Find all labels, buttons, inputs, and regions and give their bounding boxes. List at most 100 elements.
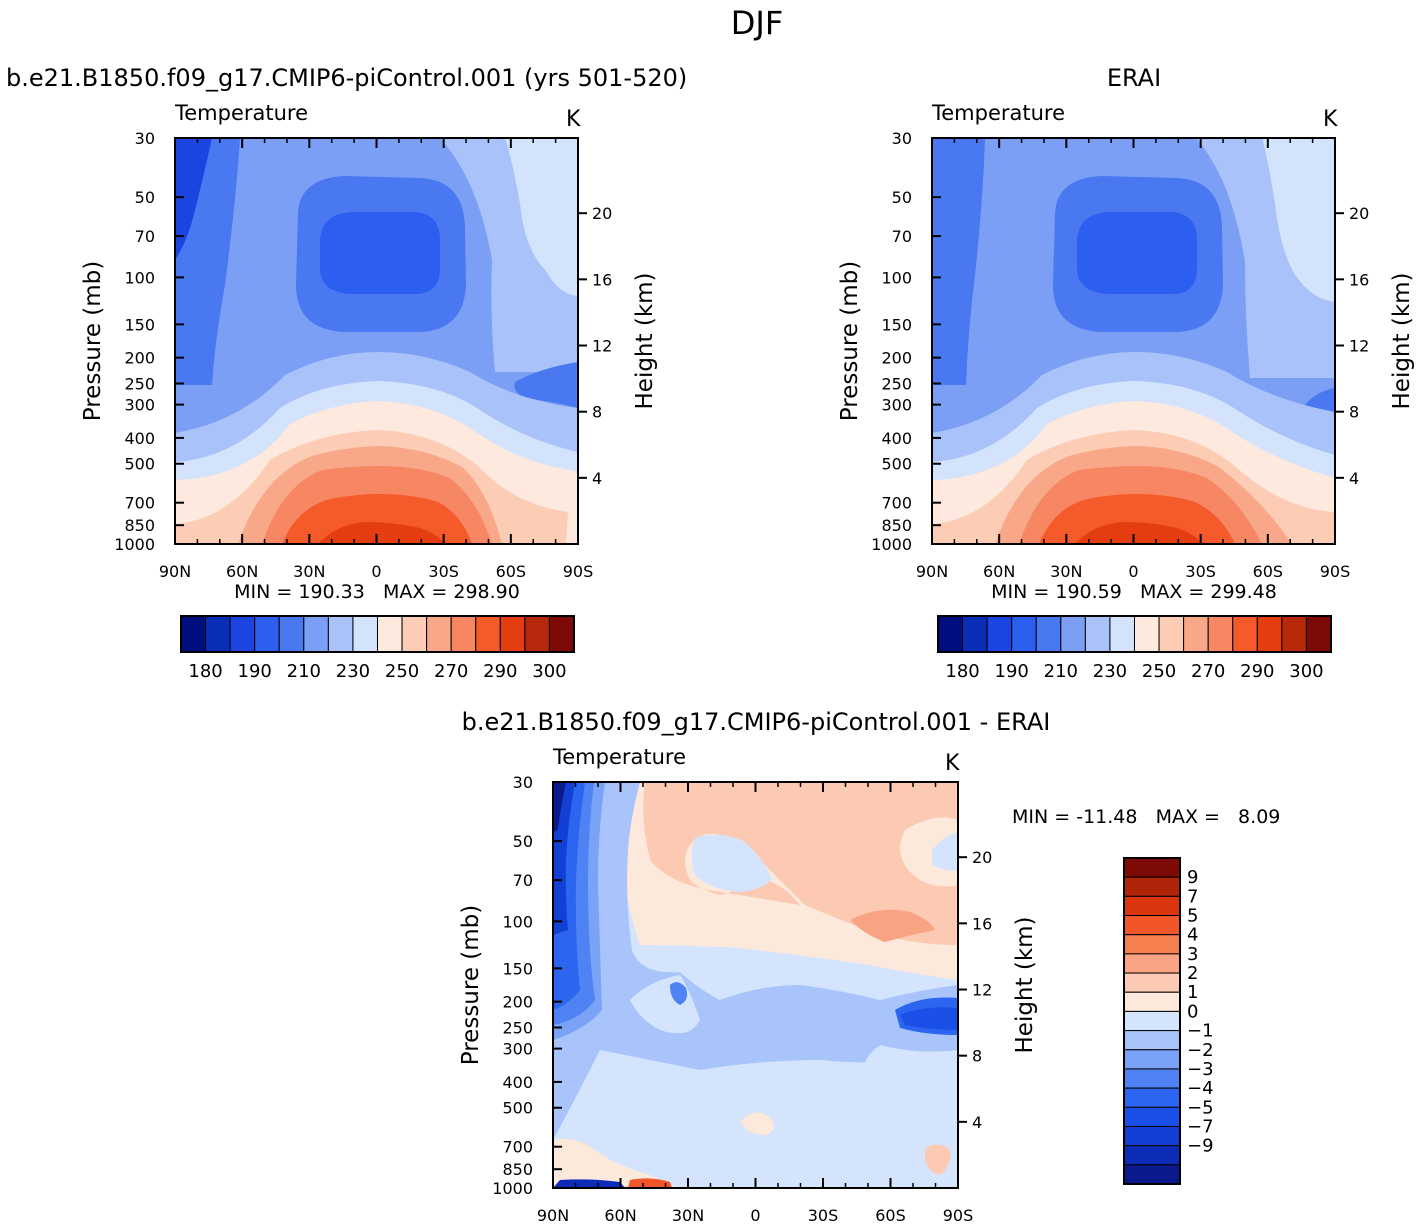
contour-fill — [1077, 212, 1197, 294]
x-tick-label: 90S — [563, 562, 594, 581]
colorbar-swatch — [1123, 1087, 1181, 1108]
colorbar-swatch — [1011, 615, 1037, 653]
colorbar-label: 290 — [1240, 661, 1274, 682]
y-tick-label: 150 — [502, 959, 533, 978]
y2-tick-label: 8 — [1349, 403, 1359, 422]
panel-diff-stats: MIN = -11.48 MAX = 8.09 — [1012, 806, 1280, 828]
colorbar-swatch — [986, 615, 1013, 653]
panel-model: b.e21.B1850.f09_g17.CMIP6-piControl.001 … — [6, 64, 687, 682]
panel-obs-axes: 305070100150200250300400500700850100090N… — [871, 129, 1369, 581]
panel-obs-ylabel: Pressure (mb) — [837, 261, 863, 421]
colorbar-swatch — [548, 615, 575, 653]
y-tick-label: 400 — [124, 429, 155, 448]
y-tick-label: 70 — [892, 227, 912, 246]
contour-fill — [514, 362, 578, 408]
colorbar-swatch — [1060, 615, 1086, 653]
x-tick-label: 30S — [428, 562, 459, 581]
y-tick-label: 1000 — [492, 1179, 533, 1198]
colorbar-swatch — [254, 615, 280, 653]
y2-tick-label: 20 — [972, 848, 992, 867]
colorbar-label: 180 — [188, 661, 222, 682]
y-tick-label: 150 — [881, 315, 912, 334]
panel-diff-header: b.e21.B1850.f09_g17.CMIP6-piControl.001 … — [462, 708, 1051, 736]
x-tick-label: 90N — [916, 562, 948, 581]
panel-obs-stats: MIN = 190.59 MAX = 299.48 — [991, 581, 1277, 603]
y-tick-label: 30 — [513, 773, 533, 792]
contour-fill — [1039, 494, 1235, 544]
panel-diff-contours — [553, 782, 958, 1188]
panel-diff-ylabel: Pressure (mb) — [458, 905, 484, 1065]
contour-fill — [553, 1179, 625, 1188]
colorbar-swatch — [1123, 934, 1181, 955]
panel-obs-units: K — [1323, 107, 1338, 132]
x-tick-label: 60N — [604, 1206, 636, 1225]
figure-title: DJF — [731, 4, 783, 42]
contour-fill — [643, 782, 958, 945]
colorbar-label: 250 — [385, 661, 419, 682]
colorbar-swatch — [1123, 1125, 1181, 1147]
colorbar-swatch — [229, 615, 256, 653]
panel-diff-left-label: Temperature — [552, 745, 686, 769]
colorbar-swatch — [1035, 615, 1062, 653]
y-tick-label: 400 — [881, 429, 912, 448]
y-tick-label: 850 — [502, 1160, 533, 1179]
x-tick-label: 30N — [672, 1206, 704, 1225]
colorbar-swatch — [426, 615, 452, 653]
contour-fill — [553, 1138, 680, 1188]
colorbar-swatch — [1123, 953, 1181, 974]
x-tick-label: 0 — [750, 1206, 760, 1225]
y2-tick-label: 16 — [972, 914, 992, 933]
colorbar-label: 3 — [1187, 944, 1198, 965]
colorbar-swatch — [327, 615, 354, 653]
colorbar-label: 1 — [1187, 982, 1198, 1003]
colorbar-swatch — [1232, 615, 1258, 653]
colorbar-label: 250 — [1142, 661, 1176, 682]
x-tick-label: 30S — [1185, 562, 1216, 581]
colorbar-label: 270 — [434, 661, 468, 682]
colorbar-swatch — [1109, 615, 1135, 653]
panel-diff: b.e21.B1850.f09_g17.CMIP6-piControl.001 … — [458, 708, 1280, 1225]
colorbar-label: 230 — [1093, 661, 1127, 682]
colorbar-swatch — [1123, 1106, 1181, 1127]
y-tick-label: 30 — [135, 129, 155, 148]
colorbar-label: −2 — [1187, 1040, 1214, 1061]
contour-fill — [925, 1144, 951, 1175]
colorbar-label: 7 — [1187, 886, 1198, 907]
contour-fill — [932, 138, 985, 385]
x-tick-label: 60S — [496, 562, 527, 581]
y2-tick-label: 4 — [972, 1113, 982, 1132]
colorbar-label: 230 — [336, 661, 370, 682]
y-tick-label: 200 — [502, 993, 533, 1012]
colorbar-label: 210 — [287, 661, 321, 682]
y-tick-label: 100 — [124, 268, 155, 287]
contour-fill — [505, 138, 578, 296]
y-tick-label: 70 — [513, 871, 533, 890]
contour-fill — [1305, 388, 1335, 412]
panel-model-header: b.e21.B1850.f09_g17.CMIP6-piControl.001 … — [6, 64, 687, 92]
y2-tick-label: 20 — [1349, 204, 1369, 223]
colorbar-label: 290 — [483, 661, 517, 682]
y-tick-label: 500 — [124, 455, 155, 474]
colorbar-swatch — [1123, 1068, 1181, 1089]
colorbar-swatch — [1123, 1164, 1181, 1185]
colorbar-swatch — [1134, 615, 1160, 653]
y2-tick-label: 4 — [592, 469, 602, 488]
panel-model-units: K — [566, 107, 581, 132]
colorbar-swatch — [1123, 876, 1181, 897]
colorbar-label: 5 — [1187, 906, 1198, 927]
colorbar-frame — [937, 615, 1332, 653]
y2-tick-label: 16 — [592, 270, 612, 289]
x-tick-label: 0 — [371, 562, 381, 581]
panel-model-colorbar: 180 190 210 230 250 270 290 300 — [180, 615, 575, 682]
panel-diff-axes: 305070100150200250300400500700850100090N… — [492, 773, 992, 1225]
colorbar-label: −1 — [1187, 1021, 1214, 1042]
y-tick-label: 100 — [502, 912, 533, 931]
colorbar-label: 180 — [945, 661, 979, 682]
x-tick-label: 60N — [983, 562, 1015, 581]
colorbar-swatch — [1256, 615, 1283, 653]
colorbar-frame — [1123, 857, 1181, 1185]
colorbar-swatch — [1123, 915, 1181, 936]
contour-fill — [553, 782, 566, 832]
colorbar-swatch — [1084, 615, 1111, 653]
colorbar-label: 190 — [238, 661, 272, 682]
